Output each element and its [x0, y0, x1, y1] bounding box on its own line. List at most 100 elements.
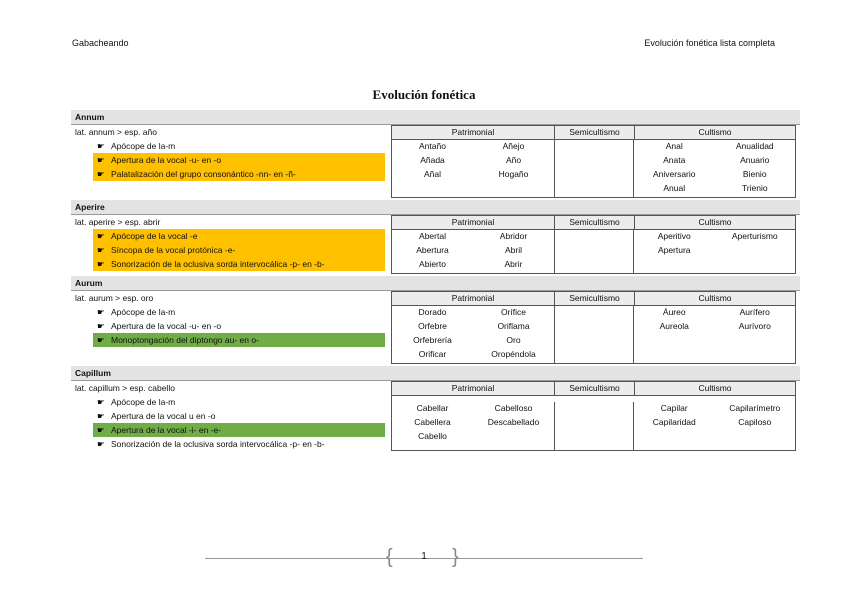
- word: Cabello: [418, 430, 447, 441]
- right-brace-icon: }: [452, 546, 459, 568]
- column-header-semicultismo: Semicultismo: [554, 215, 634, 230]
- phonetic-change-item: ☛ Apócope de la-m: [93, 305, 385, 319]
- word: Aperitivo: [657, 231, 691, 241]
- column-header-patrimonial: Patrimonial: [392, 215, 554, 230]
- cultismo-cell: Áureo Aurífero Aureola Aurívoro: [634, 306, 795, 363]
- phonetic-change-item: ☛ Apertura de la vocal u en -o: [93, 409, 385, 423]
- word: Cabellar: [416, 402, 449, 413]
- word: Trienio: [741, 183, 768, 193]
- footer-rule: [205, 558, 643, 559]
- word: Cabellera: [414, 416, 451, 427]
- word: Orfebre: [418, 321, 447, 331]
- phonetic-change-item: ☛ Palatalización del grupo consonántico -…: [93, 167, 385, 181]
- page-number: 1: [421, 551, 427, 562]
- phonetic-change-text: Apertura de la vocal u en -o: [111, 411, 216, 421]
- column-header-cultismo: Cultismo: [634, 381, 795, 396]
- word: Oriflama: [497, 321, 530, 331]
- hand-pointing-icon: ☛: [97, 335, 105, 345]
- patrimonial-cell: Dorado Orífice Orfebre Oriflama Orfebrería Or…: [392, 306, 554, 363]
- word: Año: [505, 155, 522, 165]
- hand-pointing-icon: ☛: [97, 425, 105, 435]
- page-title: Evolución fonética: [372, 87, 476, 102]
- word-table: Patrimonial Semicultismo Cultismo Dorado Orí…: [391, 291, 796, 364]
- phonetic-change-item: ☛ Apertura de la vocal -i- en -e-: [93, 423, 385, 437]
- hand-pointing-icon: ☛: [97, 397, 105, 407]
- word: Oropéndola: [491, 349, 536, 359]
- semicultismo-cell: [554, 230, 634, 273]
- word: Añal: [423, 169, 441, 179]
- cultismo-cell: Anal Anualidad Anata Anuario Aniversario Bien…: [634, 140, 795, 197]
- hand-pointing-icon: ☛: [97, 411, 105, 421]
- word: Anal: [665, 141, 683, 151]
- word: Aurífero: [739, 307, 770, 317]
- latin-etymology: lat. annum > esp. año: [75, 127, 157, 137]
- word: Oro: [506, 335, 521, 345]
- header-right: Evolución fonética lista completa: [644, 38, 775, 48]
- phonetic-change-item: ☛ Apócope de la vocal -e: [93, 229, 385, 243]
- word: Hogaño: [498, 169, 529, 179]
- word: Orfebrería: [413, 335, 452, 345]
- phonetic-change-text: Apócope de la-m: [111, 307, 176, 317]
- word-block: Capillum lat. capillum > esp. cabello ☛ Apó…: [71, 366, 800, 451]
- word: Aureola: [659, 321, 689, 331]
- cultismo-cell: Aperitivo Aperturismo Apertura: [634, 230, 795, 273]
- phonetic-change-item: ☛ Monoptongación del diptongo au- en o-: [93, 333, 385, 347]
- word: Capilaridad: [652, 416, 696, 427]
- phonetic-change-item: ☛ Apócope de la-m: [93, 139, 385, 153]
- phonetic-change-text: Síncopa de la vocal protónica -e-: [111, 245, 236, 255]
- column-header-cultismo: Cultismo: [634, 215, 795, 230]
- word: Aurívoro: [738, 321, 771, 331]
- block-body: lat. annum > esp. año ☛ Apócope de la-m ☛ Ap…: [71, 125, 800, 198]
- column-header-semicultismo: Semicultismo: [554, 291, 634, 306]
- column-header-cultismo: Cultismo: [634, 125, 795, 140]
- word: Anata: [663, 155, 686, 165]
- block-heading: Aurum: [71, 276, 800, 291]
- phonetic-change-item: ☛ Síncopa de la vocal protónica -e-: [93, 243, 385, 257]
- block-body: lat. aperire > esp. abrir ☛ Apócope de la …: [71, 215, 800, 274]
- phonetic-change-item: ☛ Apertura de la vocal -u- en -o: [93, 153, 385, 167]
- left-brace-icon: {: [386, 546, 393, 568]
- hand-pointing-icon: ☛: [97, 321, 105, 331]
- phonetic-change-item: ☛ Sonorización de la oclusiva sorda inter…: [93, 437, 385, 451]
- column-header-patrimonial: Patrimonial: [392, 381, 554, 396]
- derivation-list: lat. annum > esp. año ☛ Apócope de la-m ☛ Ap…: [71, 125, 389, 198]
- hand-pointing-icon: ☛: [97, 141, 105, 151]
- header-left: Gabacheando: [72, 38, 129, 48]
- word-block: Aurum lat. aurum > esp. oro ☛ Apócope de la…: [71, 276, 800, 364]
- hand-pointing-icon: ☛: [97, 307, 105, 317]
- column-header-cultismo: Cultismo: [634, 291, 795, 306]
- patrimonial-cell: Abertal Abridor Abertura Abril Abierto Abrir: [392, 230, 554, 273]
- phonetic-change-text: Apertura de la vocal -u- en -o: [111, 321, 222, 331]
- derivation-list: lat. aperire > esp. abrir ☛ Apócope de la …: [71, 215, 389, 274]
- phonetic-change-text: Apertura de la vocal -u- en -o: [111, 155, 222, 165]
- phonetic-change-text: Apócope de la vocal -e: [111, 231, 198, 241]
- word: Áureo: [662, 307, 686, 317]
- cultismo-cell: Capilar Capilarímetro Capilaridad Capiloso: [634, 402, 795, 451]
- word: Capiloso: [738, 416, 772, 427]
- word: Aperturismo: [731, 231, 778, 241]
- latin-etymology: lat. aperire > esp. abrir: [75, 217, 161, 227]
- block-body: lat. capillum > esp. cabello ☛ Apócope de …: [71, 381, 800, 451]
- hand-pointing-icon: ☛: [97, 169, 105, 179]
- word-table: Patrimonial Semicultismo Cultismo Antaño Añe…: [391, 125, 796, 198]
- phonetic-change-text: Sonorización de la oclusiva sorda interv…: [111, 259, 325, 269]
- word: Descabellado: [487, 416, 540, 427]
- block-heading: Capillum: [71, 366, 800, 381]
- word: Abierto: [419, 259, 446, 269]
- derivation-list: lat. capillum > esp. cabello ☛ Apócope de …: [71, 381, 389, 451]
- word: Apertura: [657, 245, 691, 255]
- word: Capilar: [660, 402, 688, 413]
- content: Annum lat. annum > esp. año ☛ Apócope de la…: [71, 110, 800, 453]
- block-body: lat. aurum > esp. oro ☛ Apócope de la-m ☛ Ap…: [71, 291, 800, 364]
- word: Antaño: [419, 141, 446, 151]
- word: Anual: [663, 183, 686, 193]
- word: Abertura: [416, 245, 449, 255]
- semicultismo-cell: [554, 401, 634, 450]
- semicultismo-cell: [554, 306, 634, 363]
- word: Abril: [504, 245, 522, 255]
- word: Orificar: [418, 349, 447, 359]
- hand-pointing-icon: ☛: [97, 155, 105, 165]
- word: Aniversario: [652, 169, 696, 179]
- phonetic-change-item: ☛ Sonorización de la oclusiva sorda inter…: [93, 257, 385, 271]
